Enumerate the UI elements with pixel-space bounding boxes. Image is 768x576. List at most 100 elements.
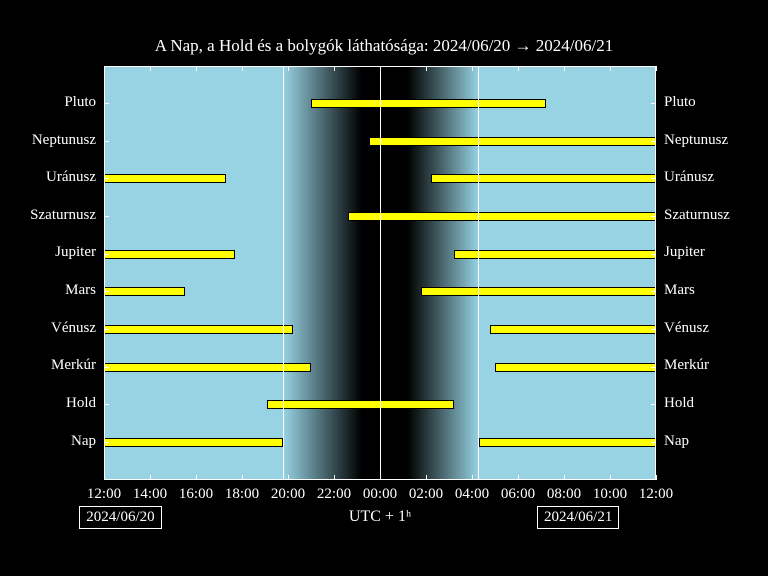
vline (380, 66, 381, 480)
visibility-bar (104, 250, 235, 259)
x-tick-label: 04:00 (455, 486, 489, 503)
y-label-right: Nap (664, 433, 689, 450)
y-label-right: Neptunusz (664, 132, 728, 149)
x-tick-label: 12:00 (87, 486, 121, 503)
x-tick (656, 475, 657, 480)
y-tick (104, 178, 109, 179)
x-tick (472, 475, 473, 480)
vline (478, 66, 479, 480)
x-tick-label: 08:00 (547, 486, 581, 503)
x-tick (196, 66, 197, 71)
x-tick (288, 66, 289, 71)
visibility-bar (267, 400, 453, 409)
y-label-right: Pluto (664, 94, 696, 111)
visibility-bar (369, 137, 657, 146)
x-tick-label: 14:00 (133, 486, 167, 503)
y-tick (104, 141, 109, 142)
y-label-left: Jupiter (55, 244, 96, 261)
visibility-bar (311, 99, 546, 108)
y-tick (104, 404, 109, 405)
visibility-bar (490, 325, 656, 334)
visibility-bar (479, 438, 656, 447)
x-tick (426, 66, 427, 71)
y-tick (651, 291, 656, 292)
visibility-bar (495, 363, 656, 372)
x-tick-label: 16:00 (179, 486, 213, 503)
x-tick (610, 475, 611, 480)
y-label-right: Vénusz (664, 320, 709, 337)
x-tick (518, 66, 519, 71)
x-tick (564, 66, 565, 71)
y-label-right: Jupiter (664, 244, 705, 261)
y-tick (104, 367, 109, 368)
y-tick (651, 216, 656, 217)
x-tick (150, 66, 151, 71)
y-tick (651, 103, 656, 104)
visibility-bar (104, 287, 185, 296)
x-tick (334, 475, 335, 480)
x-tick-label: 18:00 (225, 486, 259, 503)
visibility-bar (454, 250, 656, 259)
x-tick (104, 66, 105, 71)
visibility-bar (421, 287, 656, 296)
visibility-bar (104, 438, 283, 447)
x-tick (196, 475, 197, 480)
vline (283, 66, 284, 480)
y-label-left: Szaturnusz (30, 207, 96, 224)
y-tick (651, 178, 656, 179)
y-tick (104, 103, 109, 104)
chart-title: A Nap, a Hold és a bolygók láthatósága: … (0, 36, 768, 56)
x-tick (472, 66, 473, 71)
y-label-right: Szaturnusz (664, 207, 730, 224)
x-tick-label: 12:00 (639, 486, 673, 503)
date-box-right: 2024/06/21 (537, 506, 619, 529)
x-tick (518, 475, 519, 480)
visibility-bar (104, 325, 293, 334)
x-tick (426, 475, 427, 480)
visibility-bar (104, 174, 226, 183)
visibility-bar (104, 363, 311, 372)
x-tick-label: 10:00 (593, 486, 627, 503)
x-tick-label: 00:00 (363, 486, 397, 503)
y-label-left: Uránusz (46, 169, 96, 186)
x-tick (610, 66, 611, 71)
y-label-left: Neptunusz (32, 132, 96, 149)
y-label-left: Pluto (64, 94, 96, 111)
x-tick (334, 66, 335, 71)
x-tick (288, 475, 289, 480)
y-label-left: Mars (65, 282, 96, 299)
y-tick (104, 329, 109, 330)
date-box-left: 2024/06/20 (79, 506, 161, 529)
x-tick (104, 475, 105, 480)
y-tick (651, 404, 656, 405)
y-tick (104, 291, 109, 292)
y-tick (104, 254, 109, 255)
x-tick (242, 66, 243, 71)
x-axis-label: UTC + 1ʰ (349, 508, 411, 526)
y-label-right: Hold (664, 395, 694, 412)
x-tick (656, 66, 657, 71)
x-tick (564, 475, 565, 480)
y-tick (651, 442, 656, 443)
x-tick-label: 02:00 (409, 486, 443, 503)
y-label-right: Mars (664, 282, 695, 299)
x-tick-label: 22:00 (317, 486, 351, 503)
x-tick (380, 66, 381, 71)
y-label-left: Merkúr (51, 357, 96, 374)
x-tick (380, 475, 381, 480)
x-tick (150, 475, 151, 480)
y-tick (651, 329, 656, 330)
y-tick (651, 367, 656, 368)
y-tick (651, 141, 656, 142)
x-tick (242, 475, 243, 480)
y-tick (651, 254, 656, 255)
y-label-right: Uránusz (664, 169, 714, 186)
y-label-left: Nap (71, 433, 96, 450)
y-tick (104, 216, 109, 217)
plot-area (104, 66, 656, 480)
y-label-left: Hold (66, 395, 96, 412)
x-tick-label: 20:00 (271, 486, 305, 503)
y-label-right: Merkúr (664, 357, 709, 374)
y-tick (104, 442, 109, 443)
x-tick-label: 06:00 (501, 486, 535, 503)
